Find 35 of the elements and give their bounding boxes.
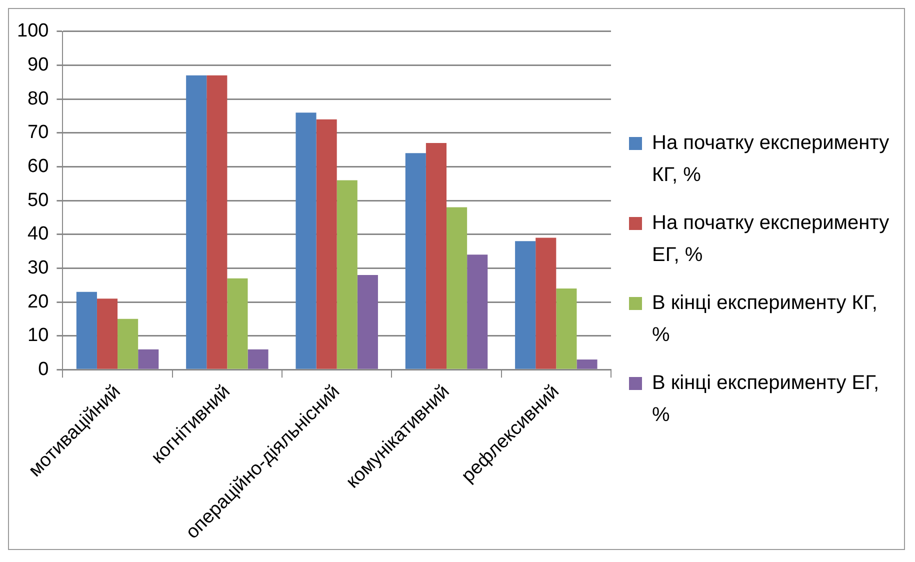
bar [96,298,118,368]
bar [446,206,468,368]
bar [467,254,488,368]
bar [576,359,598,368]
y-tick-label: 20 [28,290,49,312]
bar [336,180,358,368]
legend-label: На початку експерименту ЕГ, % [652,211,890,268]
bar [186,74,207,368]
y-tick-label: 40 [28,223,49,244]
bar [206,74,228,368]
y-tick-label: 10 [28,324,49,346]
y-tick-label: 80 [28,88,49,109]
y-tick-label: 90 [28,54,49,75]
bar [556,288,577,368]
y-tick-label: 70 [28,122,49,143]
bar [515,240,536,368]
bar [316,118,337,368]
bar [426,142,447,368]
bar [138,348,159,368]
y-tick-label: 50 [28,189,49,210]
bar [227,278,248,368]
y-tick-label: 100 [17,20,49,42]
y-tick-label: 60 [28,155,49,176]
bar [536,237,556,368]
bar [296,112,316,368]
bar [357,274,378,368]
legend-label: В кінці експерименту КГ, % [652,291,878,348]
legend-label: В кінці експерименту ЕГ, % [652,371,880,428]
bar [76,291,97,368]
bar [118,318,138,368]
legend-label: На початку експерименту КГ, % [652,131,890,188]
y-tick-label: 30 [28,256,49,278]
bar [248,348,268,368]
y-tick-label: 0 [38,358,49,380]
bar [405,152,426,368]
